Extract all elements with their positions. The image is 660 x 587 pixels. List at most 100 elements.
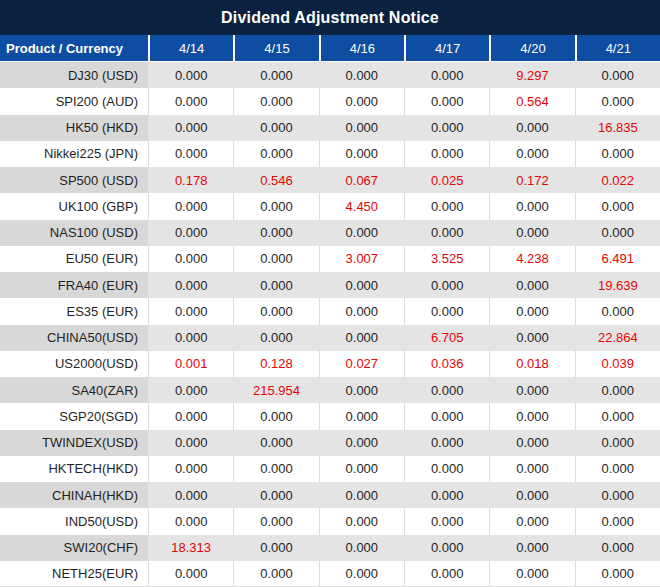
value-cell: 0.027 xyxy=(319,351,404,377)
value-cell: 0.000 xyxy=(404,430,489,456)
product-cell: TWINDEX(USD) xyxy=(0,430,148,456)
value-cell: 0.000 xyxy=(319,430,404,456)
product-cell: CHINAH(HKD) xyxy=(0,482,148,508)
value-cell: 0.000 xyxy=(404,535,489,561)
value-cell: 0.000 xyxy=(404,220,489,246)
value-cell: 0.000 xyxy=(489,561,574,587)
table-row: CHINA50(USD)0.0000.0000.0006.7050.00022.… xyxy=(0,325,660,351)
product-cell: SA40(ZAR) xyxy=(0,377,148,403)
value-cell: 0.000 xyxy=(319,115,404,141)
table-row: Nikkei225 (JPN)0.0000.0000.0000.0000.000… xyxy=(0,141,660,167)
value-cell: 0.000 xyxy=(233,403,318,429)
value-cell: 0.000 xyxy=(575,88,660,114)
date-header-4-14: 4/14 xyxy=(148,35,233,61)
value-cell: 0.000 xyxy=(575,508,660,534)
value-cell: 0.000 xyxy=(489,456,574,482)
value-cell: 0.564 xyxy=(489,88,574,114)
date-header-4-15: 4/15 xyxy=(233,35,318,61)
value-cell: 0.000 xyxy=(319,141,404,167)
value-cell: 0.000 xyxy=(233,430,318,456)
value-cell: 0.000 xyxy=(319,88,404,114)
table-row: IND50(USD)0.0000.0000.0000.0000.0000.000 xyxy=(0,508,660,534)
table-row: SA40(ZAR)0.000215.9540.0000.0000.0000.00… xyxy=(0,377,660,403)
value-cell: 0.000 xyxy=(404,403,489,429)
table-row: NAS100 (USD)0.0000.0000.0000.0000.0000.0… xyxy=(0,220,660,246)
value-cell: 0.000 xyxy=(319,272,404,298)
value-cell: 0.000 xyxy=(319,220,404,246)
value-cell: 0.000 xyxy=(319,561,404,587)
value-cell: 0.000 xyxy=(233,220,318,246)
product-cell: Nikkei225 (JPN) xyxy=(0,141,148,167)
value-cell: 0.000 xyxy=(148,62,233,88)
value-cell: 0.000 xyxy=(233,482,318,508)
value-cell: 0.067 xyxy=(319,167,404,193)
value-cell: 0.000 xyxy=(489,272,574,298)
value-cell: 6.491 xyxy=(575,246,660,272)
value-cell: 0.178 xyxy=(148,167,233,193)
value-cell: 0.000 xyxy=(233,561,318,587)
value-cell: 0.172 xyxy=(489,167,574,193)
value-cell: 0.000 xyxy=(319,456,404,482)
product-cell: FRA40 (EUR) xyxy=(0,272,148,298)
value-cell: 0.000 xyxy=(233,456,318,482)
value-cell: 0.000 xyxy=(575,220,660,246)
product-cell: DJ30 (USD) xyxy=(0,62,148,88)
value-cell: 0.000 xyxy=(148,482,233,508)
product-cell: SPI200 (AUD) xyxy=(0,88,148,114)
product-cell: ES35 (EUR) xyxy=(0,298,148,324)
value-cell: 0.000 xyxy=(489,535,574,561)
value-cell: 0.000 xyxy=(489,141,574,167)
value-cell: 0.000 xyxy=(575,193,660,219)
value-cell: 0.000 xyxy=(404,456,489,482)
value-cell: 0.000 xyxy=(404,115,489,141)
value-cell: 0.000 xyxy=(404,193,489,219)
product-cell: SWI20(CHF) xyxy=(0,535,148,561)
value-cell: 0.000 xyxy=(148,141,233,167)
value-cell: 215.954 xyxy=(233,377,318,403)
value-cell: 0.000 xyxy=(319,535,404,561)
value-cell: 0.000 xyxy=(489,430,574,456)
value-cell: 0.000 xyxy=(575,430,660,456)
table-row: CHINAH(HKD)0.0000.0000.0000.0000.0000.00… xyxy=(0,482,660,508)
value-cell: 0.001 xyxy=(148,351,233,377)
value-cell: 0.128 xyxy=(233,351,318,377)
value-cell: 0.000 xyxy=(319,62,404,88)
table-row: HK50 (HKD)0.0000.0000.0000.0000.00016.83… xyxy=(0,115,660,141)
value-cell: 0.000 xyxy=(575,62,660,88)
table-body: DJ30 (USD)0.0000.0000.0000.0009.2970.000… xyxy=(0,62,660,587)
value-cell: 0.000 xyxy=(148,246,233,272)
table-row: SWI20(CHF)18.3130.0000.0000.0000.0000.00… xyxy=(0,535,660,561)
value-cell: 6.705 xyxy=(404,325,489,351)
value-cell: 0.000 xyxy=(404,298,489,324)
value-cell: 0.000 xyxy=(148,115,233,141)
value-cell: 0.000 xyxy=(489,403,574,429)
dividend-adjustment-table: Dividend Adjustment Notice Product / Cur… xyxy=(0,0,660,587)
value-cell: 0.000 xyxy=(319,298,404,324)
table-title: Dividend Adjustment Notice xyxy=(0,0,660,35)
product-cell: EU50 (EUR) xyxy=(0,246,148,272)
value-cell: 0.000 xyxy=(233,115,318,141)
product-cell: IND50(USD) xyxy=(0,508,148,534)
table-row: SGP20(SGD)0.0000.0000.0000.0000.0000.000 xyxy=(0,403,660,429)
table-header-row: Product / Currency 4/144/154/164/174/204… xyxy=(0,35,660,62)
value-cell: 0.036 xyxy=(404,351,489,377)
value-cell: 0.000 xyxy=(148,377,233,403)
table-row: SP500 (USD)0.1780.5460.0670.0250.1720.02… xyxy=(0,167,660,193)
value-cell: 4.238 xyxy=(489,246,574,272)
value-cell: 0.000 xyxy=(148,456,233,482)
table-row: ES35 (EUR)0.0000.0000.0000.0000.0000.000 xyxy=(0,298,660,324)
value-cell: 0.025 xyxy=(404,167,489,193)
value-cell: 9.297 xyxy=(489,62,574,88)
value-cell: 3.525 xyxy=(404,246,489,272)
table-row: EU50 (EUR)0.0000.0003.0073.5254.2386.491 xyxy=(0,246,660,272)
value-cell: 0.000 xyxy=(148,325,233,351)
value-cell: 0.000 xyxy=(404,561,489,587)
value-cell: 0.000 xyxy=(489,377,574,403)
value-cell: 0.000 xyxy=(404,482,489,508)
value-cell: 0.018 xyxy=(489,351,574,377)
value-cell: 0.000 xyxy=(233,508,318,534)
value-cell: 0.000 xyxy=(489,193,574,219)
value-cell: 0.000 xyxy=(233,141,318,167)
value-cell: 0.000 xyxy=(233,535,318,561)
value-cell: 19.639 xyxy=(575,272,660,298)
